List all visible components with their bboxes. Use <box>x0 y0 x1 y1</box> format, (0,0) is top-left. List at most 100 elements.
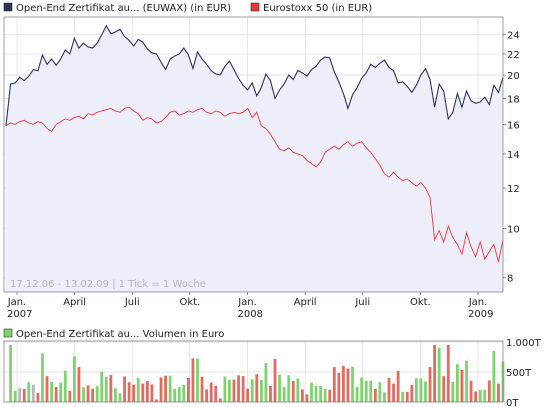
volume-bar <box>132 384 136 402</box>
volume-bar <box>451 381 455 402</box>
volume-tick-label: 1.000T <box>506 338 542 349</box>
x-tick-label: Juli <box>124 297 140 308</box>
volume-bar <box>355 386 359 402</box>
y-tick-label: 14 <box>507 150 520 161</box>
volume-bar <box>41 353 44 402</box>
volume-bar <box>86 385 90 402</box>
volume-bar <box>332 367 336 402</box>
volume-bar <box>123 376 126 402</box>
volume-legend-swatch <box>3 328 13 338</box>
volume-bar <box>27 382 31 402</box>
chart-watermark: 17.12.06 - 13.02.09 | 1 Tick = 1 Woche <box>10 279 206 290</box>
volume-bar <box>273 358 277 402</box>
volume-bar <box>164 375 167 402</box>
volume-axis-ticks: 1.000T 500T 0T <box>506 338 542 407</box>
y-tick-label: 20 <box>507 71 520 82</box>
volume-bar <box>104 376 108 402</box>
volume-bar <box>346 368 350 402</box>
volume-bar <box>127 382 131 402</box>
y-tick-label: 16 <box>507 120 520 131</box>
series-a-area <box>6 25 503 293</box>
volume-bar <box>291 381 295 402</box>
volume-bar <box>168 375 172 402</box>
y-tick-label: 10 <box>507 224 520 235</box>
volume-bar <box>77 367 81 402</box>
volume-bar <box>50 381 53 402</box>
volume-bar <box>478 389 482 402</box>
volume-bar <box>401 391 405 402</box>
volume-bar <box>314 385 318 402</box>
x-tick-label: Okt. <box>179 297 200 308</box>
volume-bar <box>373 389 377 402</box>
main-plot-frame <box>3 16 504 293</box>
volume-bar <box>250 379 254 402</box>
volume-bar <box>91 388 95 402</box>
volume-bar <box>72 356 76 402</box>
volume-bar <box>487 380 491 402</box>
volume-bar <box>287 375 291 402</box>
volume-bar <box>182 384 186 402</box>
series-b-line <box>5 106 504 262</box>
volume-bar <box>63 370 67 402</box>
volume-bar <box>237 375 240 402</box>
volume-bar <box>310 382 313 402</box>
volume-tick-label: 0T <box>506 398 519 407</box>
series-a-line <box>5 24 504 126</box>
volume-bar <box>246 388 250 402</box>
volume-bar <box>282 387 286 402</box>
volume-bar <box>497 383 500 402</box>
volume-bar <box>186 377 190 402</box>
volume-bar <box>300 389 304 402</box>
x-tick-label: Jan. <box>7 297 27 308</box>
volume-bar <box>433 345 437 402</box>
volume-bar <box>150 384 154 402</box>
volume-bar <box>200 376 204 402</box>
volume-legend-label: Open-End Zertifikat au... Volumen in Eur… <box>16 329 224 340</box>
y-tick-label: 18 <box>507 94 520 105</box>
volume-bar <box>419 378 423 402</box>
volume-bar <box>319 385 323 402</box>
legend-label-series-b: Eurostoxx 50 (in EUR) <box>263 3 372 14</box>
volume-bar <box>159 377 163 402</box>
volume-bar <box>9 345 12 402</box>
x-tick-label: Okt. <box>410 297 431 308</box>
volume-bar <box>414 378 418 402</box>
volume-bar <box>100 371 104 402</box>
volume-bar <box>296 378 300 402</box>
volume-bar <box>424 381 427 402</box>
volume-bar <box>342 366 345 402</box>
volume-bar <box>136 377 140 402</box>
y-tick-label: 22 <box>507 50 520 61</box>
volume-bar <box>269 385 272 402</box>
y-tick-label: 8 <box>507 274 513 285</box>
volume-bar <box>255 374 259 402</box>
volume-bar <box>13 390 17 402</box>
y-tick-label: 24 <box>507 31 520 42</box>
volume-bar <box>337 372 341 402</box>
x-tick-label: Jan. <box>468 297 488 308</box>
volume-bar <box>223 376 227 402</box>
volume-bar <box>54 386 58 402</box>
volume-bar <box>278 374 281 402</box>
volume-bar <box>209 382 213 402</box>
volume-bar <box>460 369 464 402</box>
volume-bar <box>483 389 487 402</box>
volume-bar <box>351 366 354 402</box>
x-tick-year: 2009 <box>468 309 493 320</box>
volume-bar <box>328 389 332 402</box>
volume-bar <box>378 382 382 402</box>
volume-bar <box>392 383 395 402</box>
volume-bar <box>241 376 245 402</box>
volume-bar <box>45 376 49 402</box>
x-tick-label: April <box>294 297 317 308</box>
volume-bar <box>218 398 222 402</box>
volume-bar <box>369 380 373 402</box>
volume-bar <box>323 389 327 402</box>
volume-bar <box>428 367 432 402</box>
volume-bar <box>364 380 368 402</box>
volume-bar <box>456 364 459 402</box>
volume-bar <box>442 376 446 402</box>
volume-bar <box>59 382 63 402</box>
